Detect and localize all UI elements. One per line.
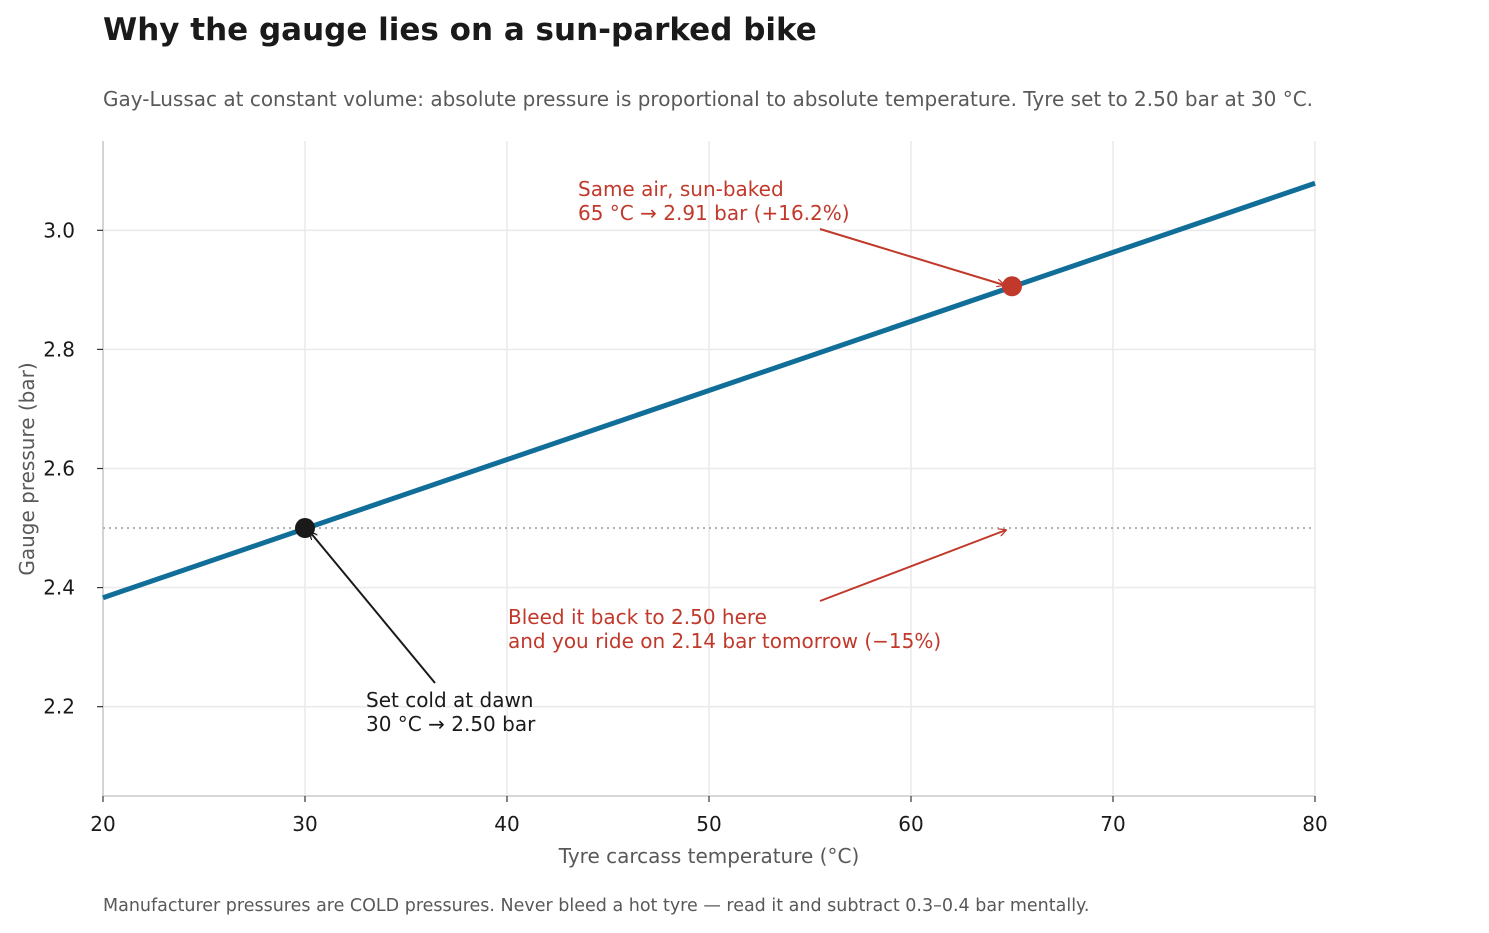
annotation-bleed-line: Bleed it back to 2.50 here xyxy=(508,605,767,629)
annotation-hot-arrow xyxy=(819,228,1004,285)
x-tick-label: 20 xyxy=(90,812,115,836)
y-tick-label: 3.0 xyxy=(43,218,75,242)
x-tick-label: 60 xyxy=(898,812,923,836)
x-tick-label: 80 xyxy=(1302,812,1327,836)
annotation-bleed-arrow xyxy=(819,530,1006,602)
chart-title: Why the gauge lies on a sun-parked bike xyxy=(103,12,817,48)
hot-point xyxy=(1002,276,1022,297)
annotation-cold-text: Set cold at dawn 30 °C → 2.50 bar xyxy=(366,688,536,736)
x-tick-label: 50 xyxy=(696,812,721,836)
annotation-hot-line: 65 °C → 2.91 bar (+16.2%) xyxy=(578,201,850,225)
x-tick-label: 30 xyxy=(292,812,317,836)
annotation-cold-arrow xyxy=(310,532,436,684)
y-tick-label: 2.4 xyxy=(43,576,75,600)
x-axis-label: Tyre carcass temperature (°C) xyxy=(558,844,860,868)
annotation-hot-text: Same air, sun-baked 65 °C → 2.91 bar (+16… xyxy=(578,177,850,225)
chart-footnote: Manufacturer pressures are COLD pressure… xyxy=(103,896,1090,916)
annotations-layer: Same air, sun-baked 65 °C → 2.91 bar (+16… xyxy=(310,177,1006,736)
x-tick-label: 70 xyxy=(1100,812,1125,836)
annotation-cold-line: Set cold at dawn xyxy=(366,688,533,712)
annotation-bleed-line: and you ride on 2.14 bar tomorrow (−15%) xyxy=(508,629,941,653)
x-tick-label: 40 xyxy=(494,812,519,836)
y-axis-label: Gauge pressure (bar) xyxy=(15,362,39,575)
annotation-hot-line: Same air, sun-baked xyxy=(578,177,784,201)
tick-labels: 20 30 40 50 60 70 80 2.2 2.4 2.6 2.8 3.0 xyxy=(43,218,1328,836)
y-tick-label: 2.6 xyxy=(43,457,75,481)
y-tick-label: 2.8 xyxy=(43,337,75,361)
annotation-bleed-text: Bleed it back to 2.50 here and you ride o… xyxy=(508,605,941,653)
y-tick-label: 2.2 xyxy=(43,695,75,719)
annotation-cold-line: 30 °C → 2.50 bar xyxy=(366,712,536,736)
chart-subtitle: Gay-Lussac at constant volume: absolute … xyxy=(103,87,1314,111)
grid-lines xyxy=(102,141,1316,796)
